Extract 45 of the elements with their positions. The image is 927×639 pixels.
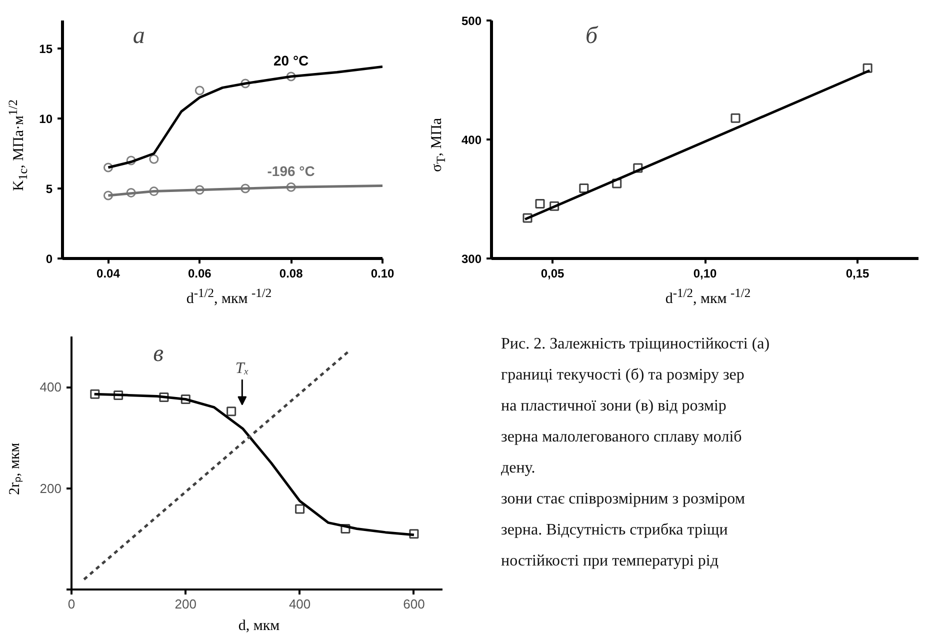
point <box>149 154 159 164</box>
y-tick-label: 200 <box>40 480 62 496</box>
annotation: Tₓ <box>235 360 249 377</box>
y-tick-label: 500 <box>461 14 482 28</box>
text: зони стає співрозмірним з розміром <box>501 490 745 508</box>
x-axis-title: d, мкм <box>238 617 280 636</box>
series-label: -196 °C <box>267 163 315 180</box>
x-tick-label: 0.04 <box>96 266 120 280</box>
x-tick-label: 0,10 <box>693 266 718 280</box>
point <box>730 113 740 123</box>
text: дену. <box>501 460 536 476</box>
annotation: в <box>153 340 164 367</box>
y-tick-label: 300 <box>461 252 482 266</box>
x-tick-label: 0,05 <box>540 266 565 280</box>
y-tick-label: 5 <box>46 182 53 196</box>
x-tick-label: 0.06 <box>188 266 212 280</box>
point <box>579 184 589 194</box>
x-axis-title: d$^{-1/2}$, мкм $^{-1/2}$ <box>186 285 272 309</box>
y-axis-title: 2rₚ, мкм <box>6 442 24 495</box>
point <box>295 504 305 514</box>
series-label: 20 °C <box>273 52 309 68</box>
x-axis-title: d$^{-1/2}$, мкм $^{-1/2}$ <box>665 285 751 309</box>
point <box>226 406 236 416</box>
y-tick-label: 10 <box>39 112 53 126</box>
x-tick-label: 600 <box>403 596 425 612</box>
text: зерна малолегованого сплаву моліб <box>501 428 742 446</box>
point <box>194 86 204 96</box>
annotation: а <box>132 23 145 50</box>
y-tick-label: 400 <box>461 133 482 147</box>
y-tick-label: 400 <box>40 380 62 395</box>
text: ностійкості при температурі рід <box>501 552 718 570</box>
text: Рис. 2. Залежність тріщиностійкості (а) <box>501 336 770 352</box>
x-tick-label: 200 <box>174 596 197 612</box>
text: зерна. Відсутність стрибка тріщи <box>501 522 728 538</box>
x-tick-label: 400 <box>288 596 311 612</box>
point <box>535 199 545 209</box>
x-tick-label: 0 <box>68 596 76 612</box>
y-tick-label: 0 <box>46 252 53 266</box>
x-tick-label: 0,15 <box>846 266 870 280</box>
text: границі текучості (б) та розміру зер <box>501 366 744 384</box>
text: на пластичної зони (в) від розмір <box>501 398 726 414</box>
x-tick-label: 0.10 <box>370 266 395 280</box>
y-tick-label: 15 <box>39 42 53 56</box>
annotation: б <box>585 23 598 50</box>
x-tick-label: 0.08 <box>279 266 304 280</box>
